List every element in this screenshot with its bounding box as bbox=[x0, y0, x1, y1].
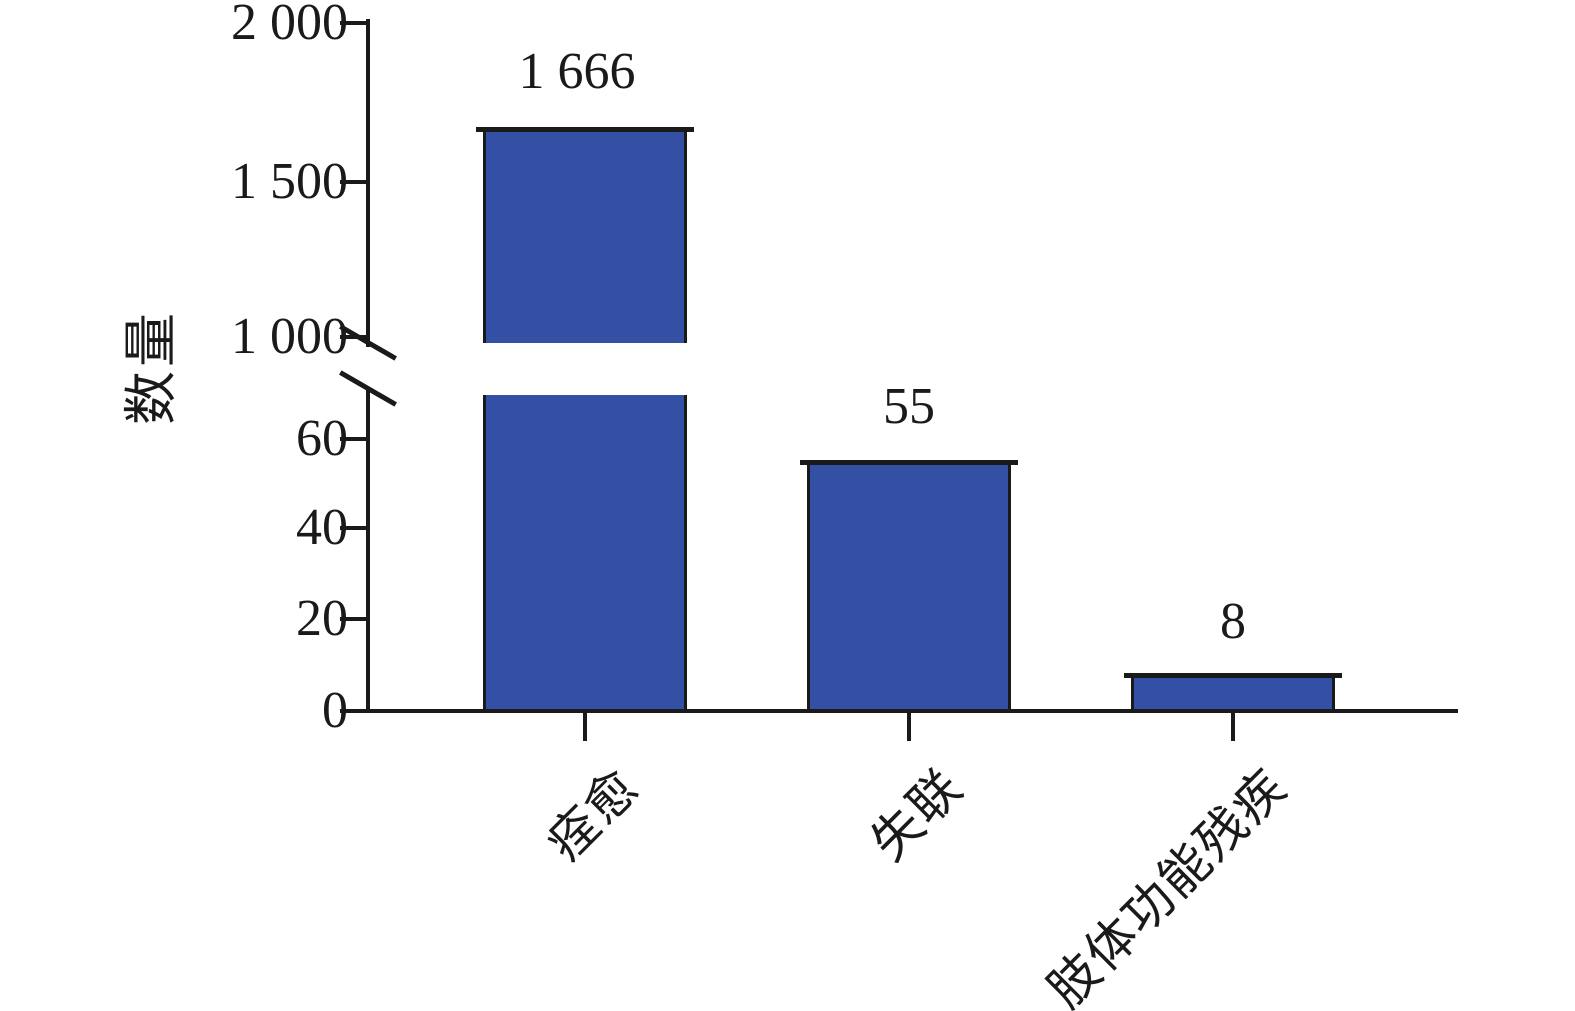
y-tick-mark bbox=[340, 437, 368, 441]
y-tick-label-1500: 1 500 bbox=[231, 153, 348, 210]
x-axis-line bbox=[366, 709, 1458, 713]
bar-value-label: 55 bbox=[883, 378, 935, 435]
y-tick-mark bbox=[340, 526, 368, 530]
bar-top-cap bbox=[476, 127, 694, 132]
y-tick-label-60: 60 bbox=[296, 410, 348, 467]
y-tick-mark bbox=[340, 180, 368, 184]
bar-lost-contact bbox=[807, 465, 1011, 709]
y-axis-line-lower-segment bbox=[366, 388, 370, 713]
bar-limb-disability bbox=[1131, 678, 1335, 709]
bar-top-cap bbox=[800, 460, 1018, 465]
y-tick-label-1000: 1 000 bbox=[231, 308, 348, 365]
y-tick-label-40: 40 bbox=[296, 499, 348, 556]
x-tick-mark bbox=[583, 709, 587, 741]
y-axis-title-text: 数量 bbox=[121, 309, 182, 425]
x-category-label: 肢体功能残疾 bbox=[1037, 758, 1298, 1011]
bar-recovered-lower-segment bbox=[483, 395, 687, 709]
y-tick-mark bbox=[340, 21, 368, 25]
y-tick-mark bbox=[340, 617, 368, 621]
y-tick-mark bbox=[340, 709, 368, 713]
bar-value-label: 8 bbox=[1220, 593, 1246, 650]
bar-top-cap bbox=[1124, 673, 1342, 678]
bar-recovered-upper-segment bbox=[483, 132, 687, 343]
bar-value-label: 1 666 bbox=[518, 43, 636, 100]
x-tick-mark bbox=[907, 709, 911, 741]
y-tick-label-20: 20 bbox=[296, 590, 348, 647]
y-axis-line-upper-segment bbox=[366, 19, 370, 347]
x-category-label: 失联 bbox=[860, 758, 974, 872]
y-tick-label-2000: 2 000 bbox=[231, 0, 348, 51]
x-tick-mark bbox=[1231, 709, 1235, 741]
x-category-label: 痊愈 bbox=[536, 758, 650, 872]
